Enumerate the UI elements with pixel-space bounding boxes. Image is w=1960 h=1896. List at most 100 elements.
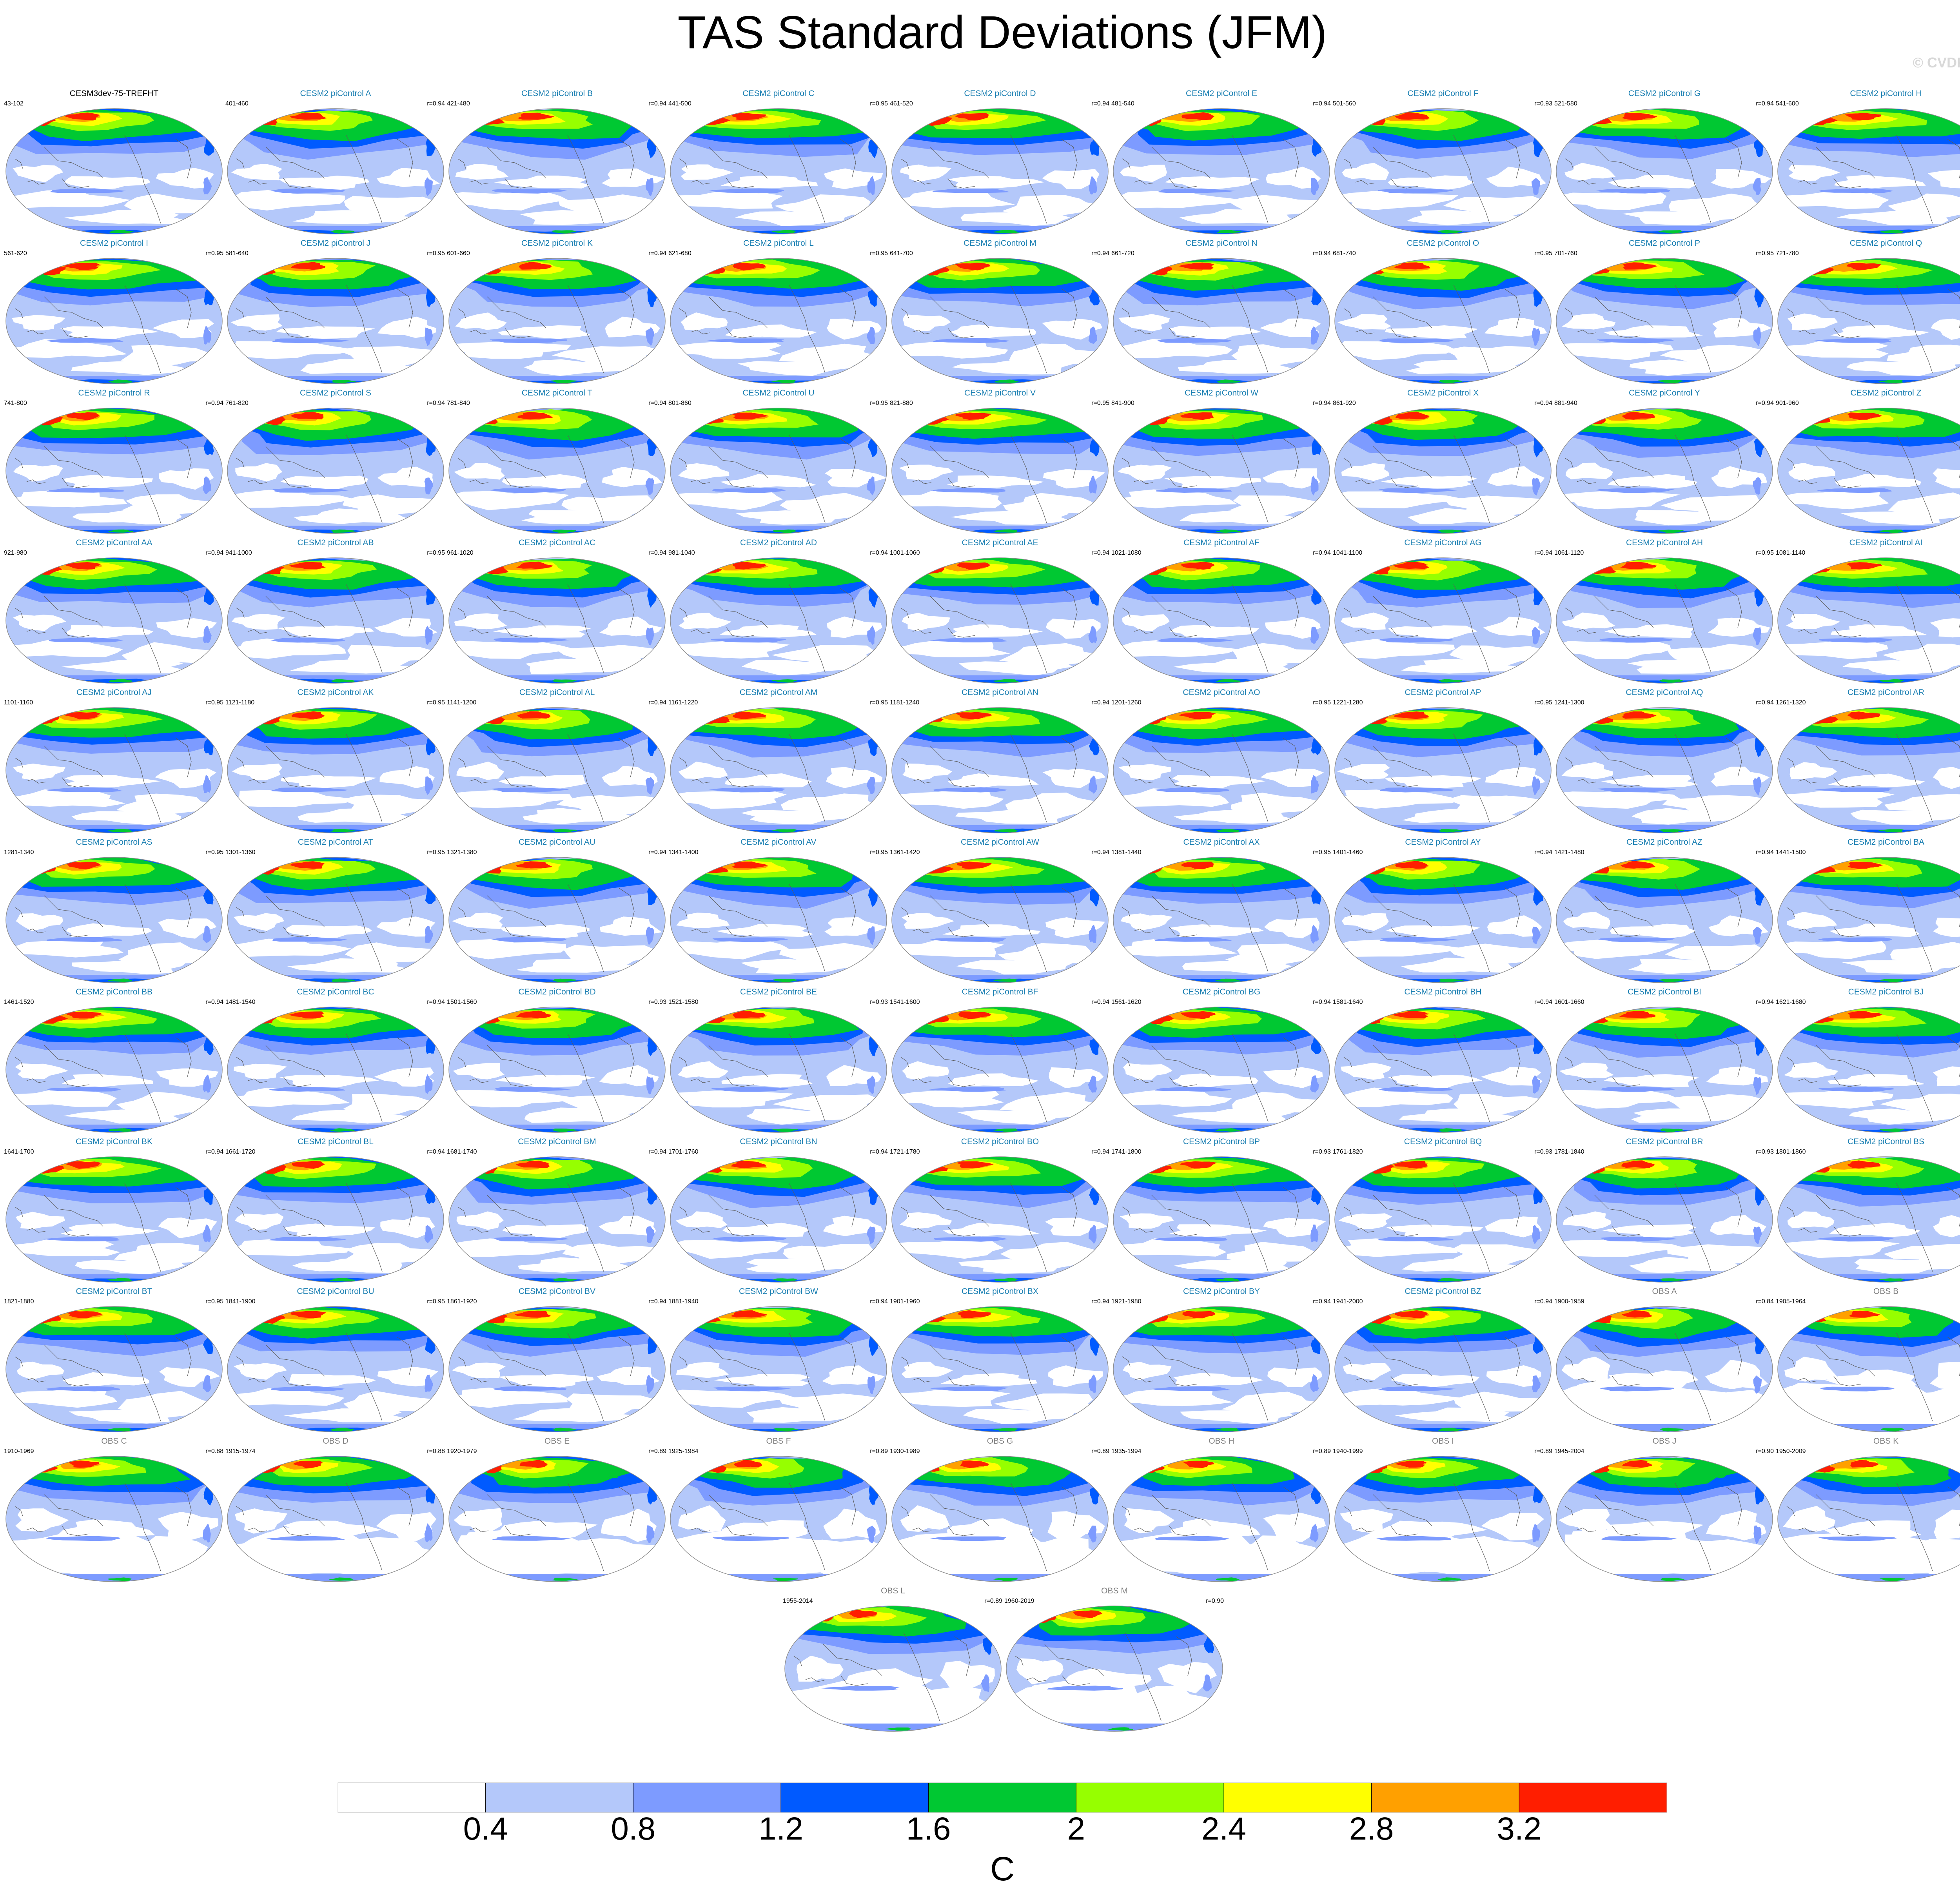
- panel-title: CESM2 piControl W: [1185, 388, 1258, 397]
- panel-years: 781-840: [447, 400, 470, 406]
- map-panel: CESM2 piControl AC 961-1020 r=0.94: [446, 537, 668, 686]
- max-variance-spot: [472, 115, 505, 125]
- figure-title: TAS Standard Deviations (JFM): [677, 7, 1327, 58]
- low-variance-region: [1113, 191, 1245, 208]
- max-variance-spot: [1807, 1462, 1835, 1473]
- map-panel: CESM2 piControl BK 1641-1700 r=0.94: [3, 1136, 225, 1285]
- low-variance-region: [449, 192, 568, 211]
- low-variance-region: [6, 339, 127, 358]
- map-panel: CESM2 piControl M 641-700 r=0.94: [889, 238, 1111, 387]
- colorbar-segment: [1371, 1782, 1519, 1813]
- panel-years: 521-580: [1554, 100, 1577, 107]
- high-latitude-variance: [602, 419, 622, 431]
- max-variance-spot: [955, 412, 992, 420]
- map-panel: CESM2 piControl BQ 1761-1820 r=0.93: [1332, 1136, 1554, 1285]
- max-variance-spot: [251, 565, 285, 575]
- max-variance-spot: [1360, 564, 1390, 575]
- regional-variance: [203, 476, 212, 495]
- coastline: [1798, 330, 1818, 334]
- coastline: [283, 477, 311, 488]
- coastline: [900, 458, 909, 468]
- map-panel: CESM2 piControl W 841-900 r=0.94: [1111, 388, 1332, 537]
- low-variance-region: [1406, 210, 1524, 225]
- global-map: [891, 1156, 1109, 1283]
- max-variance-spot: [701, 1462, 727, 1473]
- low-variance-region: [681, 164, 733, 180]
- low-variance-region: [455, 312, 507, 330]
- global-map: [670, 108, 887, 234]
- coastline: [457, 158, 466, 169]
- panel-years: 481-540: [1111, 100, 1134, 107]
- equatorial-pacific-stripe: [1818, 188, 1893, 194]
- max-variance-spot: [1181, 112, 1215, 120]
- global-map: [891, 557, 1109, 684]
- max-variance-spot: [470, 864, 502, 874]
- coastline: [175, 139, 192, 179]
- equatorial-pacific-stripe: [709, 188, 785, 194]
- low-variance-region: [64, 176, 151, 190]
- global-map: [891, 1306, 1109, 1432]
- low-variance-region: [1115, 339, 1233, 358]
- high-latitude-variance: [1265, 269, 1285, 280]
- coastline: [15, 308, 23, 319]
- map-outline: [448, 108, 666, 234]
- global-map: [670, 1456, 887, 1582]
- map-panel: CESM2 piControl AA 921-980 r=0.94: [3, 537, 225, 686]
- antarctic-green-patch: [551, 530, 577, 533]
- low-variance-region: [1660, 345, 1765, 366]
- max-variance-spot: [468, 1163, 498, 1174]
- antarctic-band: [788, 1728, 971, 1731]
- global-map: [448, 557, 666, 684]
- coastline: [265, 296, 325, 328]
- coastline: [26, 479, 46, 484]
- coastline: [457, 308, 466, 319]
- coastline: [236, 158, 245, 169]
- coastline: [1390, 328, 1419, 338]
- global-map: [227, 1456, 444, 1582]
- map-panel: CESM2 piControl F 501-560 r=0.93: [1332, 88, 1554, 237]
- low-variance-region: [1164, 476, 1261, 488]
- map-panel: CESM2 piControl AQ 1241-1300 r=0.94: [1553, 687, 1775, 836]
- high-latitude-variance: [823, 270, 842, 282]
- map-panel: OBS M 1960-2019 r=0.90: [1004, 1586, 1225, 1735]
- coastline: [1726, 288, 1742, 328]
- global-map: [227, 1156, 444, 1283]
- antarctic-green-patch: [993, 529, 1018, 533]
- global-map: [227, 258, 444, 384]
- max-variance-spot: [1800, 1163, 1830, 1173]
- coastline: [618, 438, 635, 478]
- coastline: [505, 328, 533, 338]
- antarctic-green-patch: [331, 529, 356, 533]
- coastline: [1594, 147, 1654, 179]
- map-panel: CESM2 piControl E 481-540 r=0.94: [1111, 88, 1332, 237]
- coastline: [1726, 139, 1742, 179]
- max-variance-spot: [290, 412, 324, 419]
- coastline: [1504, 288, 1521, 328]
- low-variance-region: [1778, 490, 1889, 510]
- regional-variance: [867, 476, 875, 495]
- global-map: [448, 707, 666, 833]
- colorbar-tick-label: 0.4: [463, 1811, 508, 1847]
- map-panel: CESM2 piControl R 741-800 r=0.94: [3, 388, 225, 537]
- map-panel: CESM2 piControl BD 1501-1560 r=0.93: [446, 987, 668, 1136]
- antarctic-band: [1571, 380, 1746, 384]
- global-map: [670, 1156, 887, 1283]
- equatorial-pacific-stripe: [50, 188, 126, 193]
- map-outline: [1334, 258, 1552, 384]
- high-latitude-variance: [602, 120, 621, 131]
- low-variance-region: [1169, 326, 1261, 339]
- global-map: [1556, 1456, 1773, 1582]
- coastline: [1612, 328, 1640, 338]
- equatorial-pacific-stripe: [1378, 488, 1458, 493]
- map-panel: CESM2 piControl V 821-880 r=0.95: [889, 388, 1111, 537]
- global-map: [891, 408, 1109, 534]
- global-map: [1556, 857, 1773, 983]
- coastline: [567, 135, 604, 224]
- coastline: [1283, 139, 1299, 179]
- global-map: [1777, 1007, 1960, 1133]
- coastline: [487, 446, 546, 478]
- coastline: [175, 438, 192, 478]
- colorbar-segment: [1519, 1782, 1667, 1813]
- global-map: [670, 1306, 887, 1432]
